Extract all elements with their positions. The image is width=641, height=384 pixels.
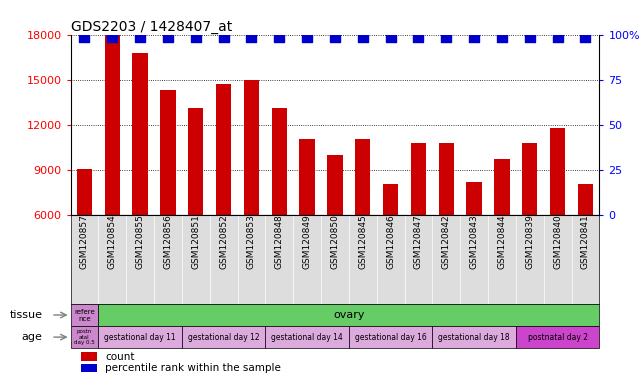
Point (246, 34, 256, 40)
Bar (355, 139, 370, 215)
Bar (578, 184, 593, 215)
Bar (272, 108, 287, 215)
Point (358, 34, 368, 40)
Text: gestational day 16: gestational day 16 (354, 333, 426, 342)
Bar (411, 143, 426, 215)
Point (497, 34, 507, 40)
Bar (81, 353, 97, 361)
Bar (467, 182, 482, 215)
Point (274, 34, 285, 40)
Bar (244, 80, 259, 215)
Point (441, 34, 451, 40)
Bar (383, 184, 398, 215)
Point (580, 34, 590, 40)
Bar (328, 155, 342, 215)
Bar (182, 326, 265, 348)
Point (79, 34, 90, 40)
Bar (516, 326, 599, 348)
Point (524, 34, 535, 40)
Point (469, 34, 479, 40)
Bar (104, 35, 120, 215)
Text: ovary: ovary (333, 310, 365, 320)
Bar (216, 84, 231, 215)
Point (163, 34, 173, 40)
Bar (265, 326, 349, 348)
Bar (77, 169, 92, 215)
Bar (522, 143, 537, 215)
Point (553, 34, 563, 40)
Bar (494, 159, 510, 215)
Bar (133, 53, 147, 215)
Bar (299, 139, 315, 215)
Point (219, 34, 229, 40)
Text: postnatal day 2: postnatal day 2 (528, 333, 588, 342)
Bar (98, 326, 182, 348)
Text: gestational day 14: gestational day 14 (271, 333, 343, 342)
Text: percentile rank within the sample: percentile rank within the sample (105, 363, 281, 373)
Point (190, 34, 201, 40)
Bar (160, 90, 176, 215)
Bar (349, 326, 432, 348)
Text: postn
atal
day 0.5: postn atal day 0.5 (74, 329, 95, 346)
Point (302, 34, 312, 40)
Text: gestational day 12: gestational day 12 (188, 333, 260, 342)
Bar (438, 143, 454, 215)
Text: count: count (105, 352, 135, 362)
Text: gestational day 18: gestational day 18 (438, 333, 510, 342)
Bar (71, 304, 98, 326)
Point (107, 34, 117, 40)
Text: GDS2203 / 1428407_at: GDS2203 / 1428407_at (71, 20, 232, 33)
Text: age: age (22, 332, 43, 342)
Bar (188, 108, 203, 215)
Point (135, 34, 146, 40)
Bar (71, 326, 98, 348)
Point (330, 34, 340, 40)
Bar (550, 128, 565, 215)
Text: tissue: tissue (10, 310, 43, 320)
Bar (81, 364, 97, 372)
Bar (432, 326, 516, 348)
Text: gestational day 11: gestational day 11 (104, 333, 176, 342)
Text: refere
nce: refere nce (74, 308, 95, 321)
Point (413, 34, 424, 40)
Point (385, 34, 395, 40)
